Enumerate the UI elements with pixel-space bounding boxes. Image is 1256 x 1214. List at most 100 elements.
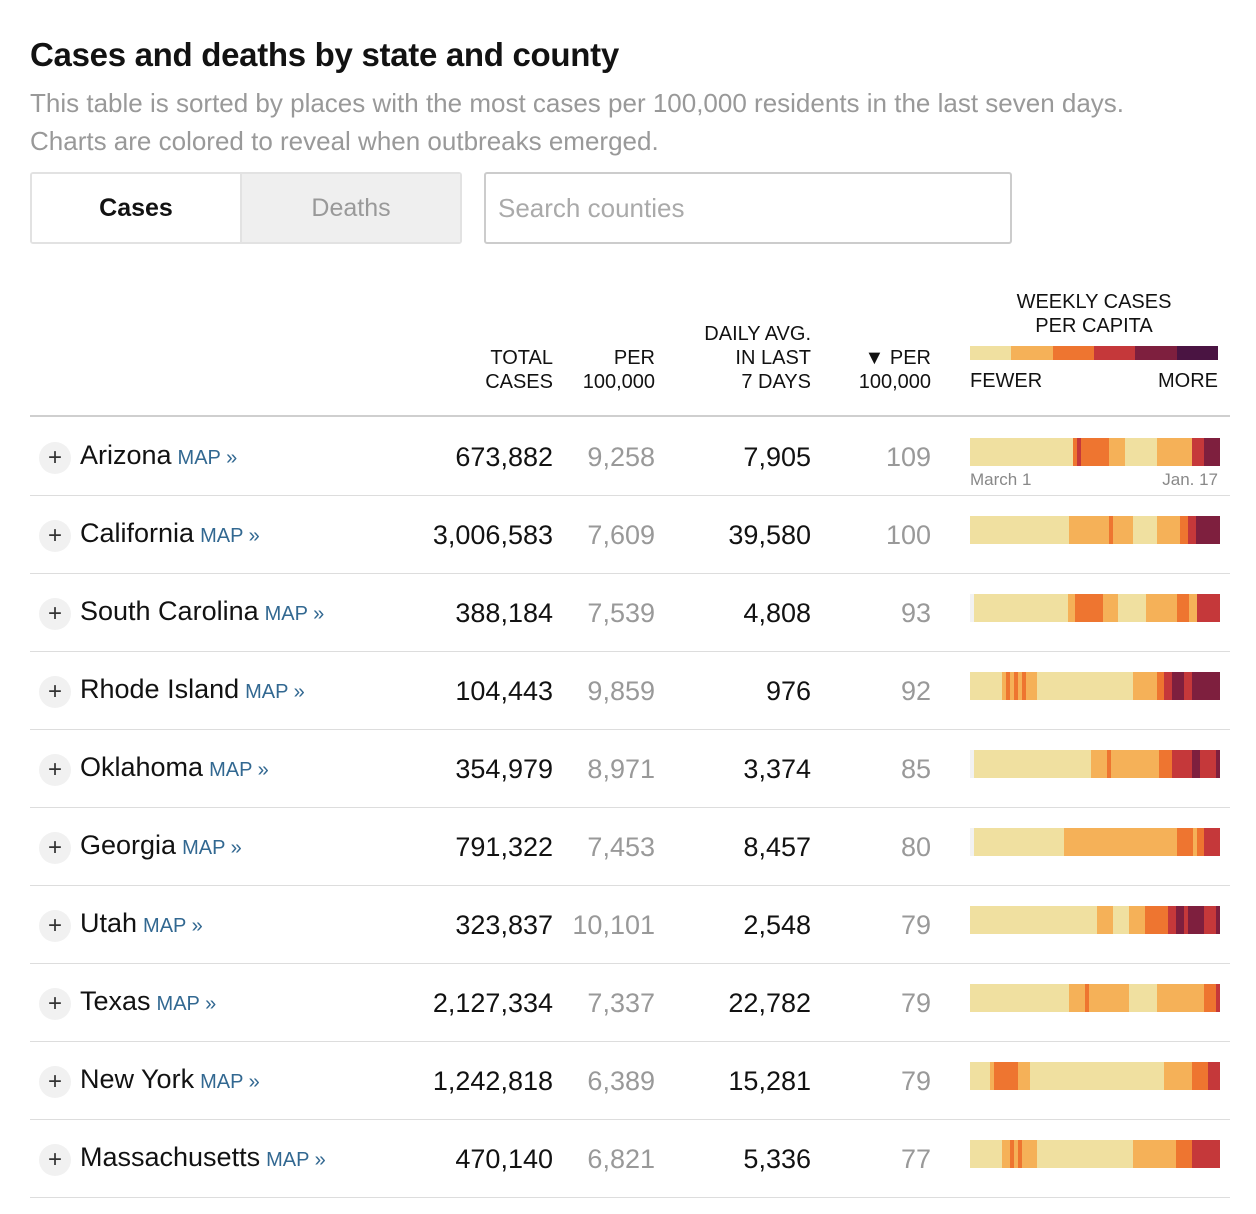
week-bar [1211,1062,1216,1090]
week-bar [1167,1062,1172,1090]
week-bar [1029,516,1034,544]
week-bar [1071,594,1076,622]
week-bar [1021,438,1026,466]
week-bar [1022,1062,1027,1090]
week-bar [1033,906,1038,934]
expand-icon[interactable]: + [39,1066,71,1098]
search-counties-input[interactable] [484,172,1012,244]
table-row[interactable]: + Georgia MAP » 791,322 7,453 8,457 80 [30,808,1230,886]
week-bar [1176,984,1181,1012]
week-bar [1188,594,1193,622]
week-bar [1187,750,1192,778]
expand-icon[interactable]: + [39,832,71,864]
map-link[interactable]: MAP » [209,759,269,781]
week-bar [1173,828,1178,856]
map-link[interactable]: MAP » [143,915,203,937]
weekly-cases-chart [970,1140,1221,1168]
map-link[interactable]: MAP » [245,681,305,703]
week-bar [1054,1062,1059,1090]
table-row[interactable]: + Rhode Island MAP » 104,443 9,859 976 92 [30,652,1230,730]
week-bar [1002,1062,1007,1090]
week-bar [1151,1062,1156,1090]
week-bar [1069,672,1074,700]
week-bar [1017,906,1022,934]
week-bar [1208,906,1213,934]
week-bar [1018,1062,1023,1090]
week-bar [1021,516,1026,544]
week-bar [1144,516,1149,544]
week-bar [1112,906,1117,934]
week-bar [1156,438,1161,466]
expand-icon[interactable]: + [39,988,71,1020]
map-link[interactable]: MAP » [200,1071,260,1093]
week-bar [1152,516,1157,544]
week-bar [1021,1140,1026,1168]
week-bar [1124,984,1129,1012]
week-bar [1104,516,1109,544]
expand-icon[interactable]: + [39,1144,71,1176]
per-100k-cell: 9,258 [587,442,655,472]
week-bar [997,984,1002,1012]
deaths-tab[interactable]: Deaths [242,174,460,242]
map-link[interactable]: MAP » [156,993,217,1015]
week-bar [1059,594,1064,622]
week-bar [1038,1062,1043,1090]
expand-icon[interactable]: + [39,520,71,552]
week-bar [1065,672,1070,700]
week-bar [1164,984,1169,1012]
map-link[interactable]: MAP » [266,1149,326,1171]
weekly-cases-chart [970,594,1220,622]
map-link[interactable]: MAP » [200,525,260,547]
state-label: Massachusetts [80,1142,261,1172]
table-row[interactable]: + Massachusetts MAP » 470,140 6,821 5,336 77 [30,1120,1230,1198]
table-row[interactable]: + South Carolina MAP » 388,184 7,539 4,808 93 [30,574,1230,652]
week-bar [1050,750,1055,778]
week-bar [1042,1062,1047,1090]
expand-icon[interactable]: + [39,442,71,474]
week-bar [1090,1062,1095,1090]
expand-icon[interactable]: + [39,598,71,630]
expand-icon[interactable]: + [39,676,71,708]
week-bar [973,906,978,934]
week-bar [1065,1140,1070,1168]
week-bar [1114,828,1119,856]
week-bar [1052,594,1056,622]
week-bar [1100,516,1105,544]
state-name: California MAP » [80,518,260,549]
week-bar [1168,906,1173,934]
week-bar [1006,750,1011,778]
expand-icon[interactable]: + [39,910,71,942]
week-bar [1036,594,1041,622]
week-bar [1124,438,1129,466]
week-bar [973,438,978,466]
cases-tab[interactable]: Cases [32,174,242,242]
table-row[interactable]: + New York MAP » 1,242,818 6,389 15,281 79 [30,1042,1230,1120]
header-per-100k-7day-sort[interactable]: ▼ PER 100,000 [858,347,931,393]
week-bar [1168,1140,1173,1168]
week-bar [1172,1140,1177,1168]
week-bar [1104,984,1109,1012]
week-bar [1132,438,1137,466]
per-100k-7day-cell: 100 [885,520,931,550]
weekly-cases-chart [970,828,1220,856]
week-bar [1128,906,1133,934]
map-link[interactable]: MAP » [177,447,238,469]
week-bar [1085,984,1090,1012]
table-row[interactable]: + Arizona MAP » 673,882 9,258 7,905 109 March 1… [30,418,1230,496]
week-bar [1143,1062,1148,1090]
week-bar [1128,1140,1133,1168]
week-bar [1196,906,1201,934]
table-row[interactable]: + California MAP » 3,006,583 7,609 39,580 100 [30,496,1230,574]
table-row[interactable]: + Oklahoma MAP » 354,979 8,971 3,374 85 [30,730,1230,808]
week-bar [1155,750,1160,778]
map-link[interactable]: MAP » [182,837,242,859]
map-link[interactable]: MAP » [264,603,325,625]
week-bar [1124,906,1129,934]
week-bar [1057,672,1062,700]
expand-icon[interactable]: + [39,754,71,786]
total-cases-cell: 1,242,818 [432,1066,553,1096]
table-row[interactable]: + Texas MAP » 2,127,334 7,337 22,782 79 [30,964,1230,1042]
week-bar [1005,1140,1010,1168]
table-row[interactable]: + Utah MAP » 323,837 10,101 2,548 79 [30,886,1230,964]
week-bar [1048,828,1053,856]
